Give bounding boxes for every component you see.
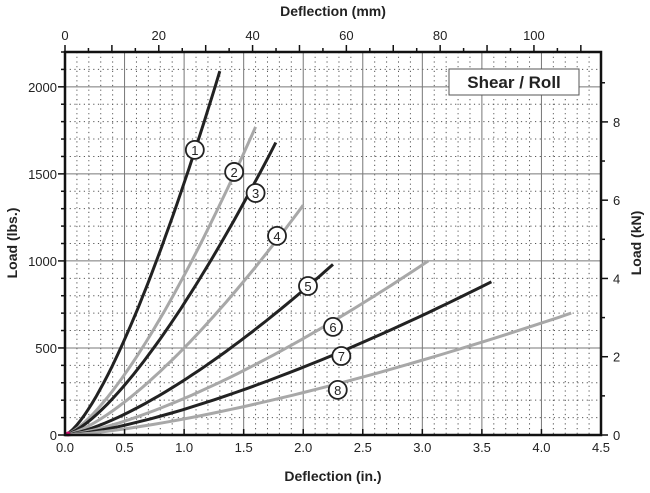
x2-tick-label: 0: [61, 28, 68, 43]
y2-tick-label: 6: [613, 193, 620, 208]
title-box: Shear / Roll: [448, 68, 580, 96]
x-tick-label: 4.5: [592, 440, 610, 455]
series-label-circle-1: [184, 139, 205, 160]
series-line-6: [64, 259, 430, 437]
y2-tick-label: 4: [613, 271, 620, 286]
series-label-8: 8: [334, 383, 341, 398]
y-tick-label: 0: [50, 428, 57, 443]
x-tick-label: 1.0: [175, 440, 193, 455]
series-label-circle-6: [323, 316, 343, 337]
grid: [65, 52, 601, 435]
y-tick-label: 1000: [28, 254, 57, 269]
series-line-2: [64, 126, 257, 437]
x2-tick-label: 60: [339, 28, 353, 43]
x-tick-label: 0.5: [116, 440, 134, 455]
series-label-1: 1: [191, 143, 198, 158]
series-label-circle-2: [224, 162, 245, 182]
x-tick-label: 1.5: [235, 440, 253, 455]
x-tick-label: 0.0: [56, 440, 74, 455]
x2-axis-title: Deflection (mm): [280, 3, 386, 19]
y2-tick-label: 2: [613, 350, 620, 365]
series-label-7: 7: [338, 349, 345, 364]
x-tick-label: 4.0: [532, 440, 550, 455]
x2-tick-label: 100: [523, 28, 545, 43]
y-tick-label: 1500: [28, 167, 57, 182]
x-tick-label: 2.0: [294, 440, 312, 455]
y-axis-title: Load (lbs.): [4, 208, 20, 279]
series-line-5: [64, 263, 334, 437]
series-label-circle-7: [331, 346, 352, 366]
series-line-4: [64, 204, 305, 437]
series-line-7: [64, 280, 493, 437]
series-label-circle-8: [327, 380, 348, 400]
chart-title: Shear / Roll: [467, 73, 561, 92]
series-label-circle-4: [267, 225, 287, 246]
series-label-6: 6: [329, 320, 336, 335]
x2-tick-label: 20: [152, 28, 166, 43]
x2-tick-label: 40: [245, 28, 259, 43]
series-line-3: [64, 141, 278, 437]
series-label-circle-3: [245, 183, 266, 203]
y2-axis-title: Load (kN): [628, 211, 644, 276]
series-label-2: 2: [231, 165, 238, 180]
series-label-circle-5: [298, 276, 318, 296]
x-tick-label: 2.5: [354, 440, 372, 455]
x-tick-label: 3.0: [413, 440, 431, 455]
x2-tick-label: 80: [433, 28, 447, 43]
ticks: 0.0 0.5 1.0 1.5 2.0 2.5 3.0 3.5 4.0 4.50500100015…: [28, 28, 620, 455]
series-line-8: [64, 311, 572, 437]
series-label-4: 4: [273, 229, 280, 244]
y-tick-label: 500: [35, 341, 57, 356]
series-label-3: 3: [252, 186, 259, 201]
x-axis-title: Deflection (in.): [284, 468, 381, 484]
y2-tick-label: 0: [613, 428, 620, 443]
x-tick-label: 3.5: [473, 440, 491, 455]
y2-tick-label: 8: [613, 115, 620, 130]
y-tick-label: 2000: [28, 80, 57, 95]
series-label-5: 5: [304, 279, 311, 294]
